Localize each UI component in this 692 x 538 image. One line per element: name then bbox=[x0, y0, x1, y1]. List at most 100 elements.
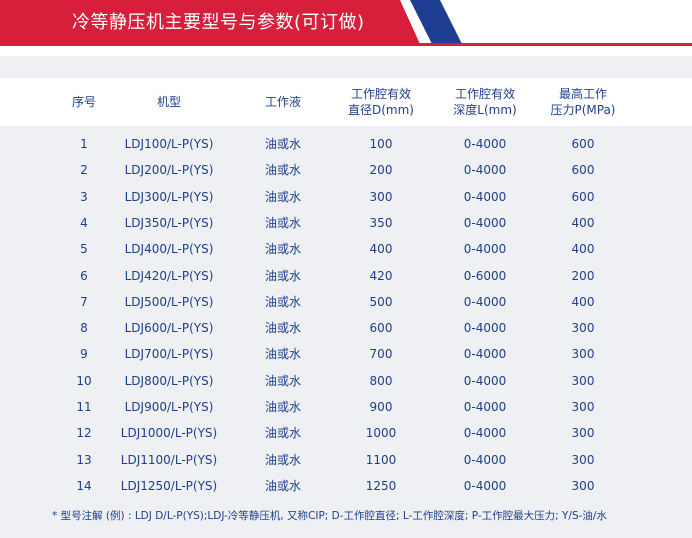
row-index: 2 bbox=[80, 163, 88, 178]
row-index: 3 bbox=[80, 189, 88, 204]
banner-blue-stripe bbox=[410, 0, 462, 44]
page-title: 冷等静压机主要型号与参数(可订做) bbox=[72, 12, 365, 33]
row-diameter: 350 bbox=[369, 215, 393, 230]
table-row: 9 LDJ700/L-P(YS) 油或水 700 0-4000 300 bbox=[0, 341, 692, 367]
table-row: 13 LDJ1100/L-P(YS) 油或水 1100 0-4000 300 bbox=[0, 447, 692, 473]
row-index: 10 bbox=[76, 373, 92, 388]
row-medium: 油或水 bbox=[264, 426, 301, 441]
row-pressure: 400 bbox=[571, 294, 595, 309]
row-medium: 油或水 bbox=[264, 215, 301, 230]
row-diameter: 200 bbox=[369, 163, 393, 178]
row-model: LDJ800/L-P(YS) bbox=[124, 373, 214, 388]
title-banner: 冷等静压机主要型号与参数(可订做) bbox=[0, 0, 692, 50]
row-model: LDJ1000/L-P(YS) bbox=[120, 426, 218, 441]
row-pressure: 400 bbox=[571, 215, 595, 230]
row-model: LDJ500/L-P(YS) bbox=[124, 294, 214, 309]
row-depth: 0-4000 bbox=[463, 242, 507, 257]
row-model: LDJ300/L-P(YS) bbox=[124, 189, 214, 204]
row-depth: 0-4000 bbox=[463, 426, 507, 441]
row-index: 1 bbox=[80, 137, 88, 151]
banner-underline bbox=[0, 43, 692, 46]
header-medium: 工作液 bbox=[264, 95, 301, 109]
row-depth: 0-4000 bbox=[463, 452, 507, 467]
row-medium: 油或水 bbox=[264, 478, 301, 493]
header-index: 序号 bbox=[71, 95, 96, 109]
table-body: 1 LDJ100/L-P(YS) 油或水 100 0-4000 600 2 LDJ200/L-… bbox=[0, 126, 692, 494]
row-pressure: 600 bbox=[571, 189, 595, 204]
table-row: 1 LDJ100/L-P(YS) 油或水 100 0-4000 600 bbox=[0, 131, 692, 157]
header-diameter: 工作腔有效 直径D(mm) bbox=[348, 87, 414, 117]
row-depth: 0-4000 bbox=[463, 347, 507, 362]
table-row: 14 LDJ1250/L-P(YS) 油或水 1250 0-4000 300 bbox=[0, 473, 692, 499]
row-depth: 0-6000 bbox=[463, 268, 507, 283]
row-depth: 0-4000 bbox=[463, 400, 507, 414]
row-pressure: 600 bbox=[571, 163, 595, 178]
row-pressure: 200 bbox=[571, 268, 595, 283]
row-diameter: 100 bbox=[369, 137, 393, 151]
row-index: 13 bbox=[76, 452, 92, 467]
row-pressure: 300 bbox=[571, 321, 595, 336]
header-pressure: 最高工作 压力P(MPa) bbox=[550, 87, 616, 117]
row-diameter: 300 bbox=[369, 189, 393, 204]
row-diameter: 500 bbox=[369, 294, 393, 309]
row-model: LDJ700/L-P(YS) bbox=[124, 347, 214, 362]
header-model: 机型 bbox=[156, 95, 181, 109]
table-row: 5 LDJ400/L-P(YS) 油或水 400 0-4000 400 bbox=[0, 236, 692, 262]
row-diameter: 600 bbox=[369, 321, 393, 336]
footnote: * 型号注解 (例) : LDJ D/L-P(YS);LDJ-冷等静压机, 又称… bbox=[52, 510, 607, 522]
row-medium: 油或水 bbox=[264, 189, 301, 204]
row-model: LDJ350/L-P(YS) bbox=[124, 215, 214, 230]
table-row: 4 LDJ350/L-P(YS) 油或水 350 0-4000 400 bbox=[0, 210, 692, 236]
row-depth: 0-4000 bbox=[463, 137, 507, 151]
table-row: 6 LDJ420/L-P(YS) 油或水 420 0-6000 200 bbox=[0, 263, 692, 289]
row-pressure: 300 bbox=[571, 347, 595, 362]
row-medium: 油或水 bbox=[264, 452, 301, 467]
row-index: 4 bbox=[80, 215, 88, 230]
row-index: 7 bbox=[80, 294, 88, 309]
row-medium: 油或水 bbox=[264, 400, 301, 414]
row-medium: 油或水 bbox=[264, 163, 301, 178]
row-model: LDJ400/L-P(YS) bbox=[124, 242, 214, 257]
row-medium: 油或水 bbox=[264, 268, 301, 283]
row-model: LDJ200/L-P(YS) bbox=[124, 163, 214, 178]
footer-strip bbox=[0, 494, 692, 538]
row-index: 11 bbox=[76, 400, 92, 414]
row-model: LDJ100/L-P(YS) bbox=[124, 137, 214, 151]
row-index: 14 bbox=[76, 478, 92, 493]
table-row: 7 LDJ500/L-P(YS) 油或水 500 0-4000 400 bbox=[0, 289, 692, 315]
row-depth: 0-4000 bbox=[463, 189, 507, 204]
row-medium: 油或水 bbox=[264, 137, 301, 151]
row-index: 12 bbox=[76, 426, 92, 441]
row-pressure: 400 bbox=[571, 242, 595, 257]
row-depth: 0-4000 bbox=[463, 321, 507, 336]
row-diameter: 900 bbox=[369, 400, 393, 414]
row-model: LDJ600/L-P(YS) bbox=[124, 321, 214, 336]
row-pressure: 300 bbox=[571, 426, 595, 441]
row-model: LDJ420/L-P(YS) bbox=[124, 268, 214, 283]
row-medium: 油或水 bbox=[264, 347, 301, 362]
row-depth: 0-4000 bbox=[463, 163, 507, 178]
row-pressure: 300 bbox=[571, 400, 595, 414]
row-pressure: 600 bbox=[571, 137, 595, 151]
row-index: 5 bbox=[80, 242, 88, 257]
row-pressure: 300 bbox=[571, 373, 595, 388]
row-depth: 0-4000 bbox=[463, 478, 507, 493]
banner-red-shape bbox=[0, 0, 420, 44]
table-header: 序号 机型 工作液 工作腔有效 直径D(mm) 工作腔有效 深度L(mm) 最高… bbox=[0, 78, 692, 126]
table-row: 8 LDJ600/L-P(YS) 油或水 600 0-4000 300 bbox=[0, 315, 692, 341]
row-depth: 0-4000 bbox=[463, 294, 507, 309]
header-depth: 工作腔有效 深度L(mm) bbox=[453, 87, 517, 117]
row-index: 8 bbox=[80, 321, 88, 336]
spacer-strip bbox=[0, 56, 692, 78]
row-diameter: 1100 bbox=[365, 452, 397, 467]
row-depth: 0-4000 bbox=[463, 373, 507, 388]
row-index: 6 bbox=[80, 268, 88, 283]
row-medium: 油或水 bbox=[264, 294, 301, 309]
row-diameter: 800 bbox=[369, 373, 393, 388]
row-diameter: 420 bbox=[369, 268, 393, 283]
table-row: 10 LDJ800/L-P(YS) 油或水 800 0-4000 300 bbox=[0, 368, 692, 394]
row-diameter: 1250 bbox=[365, 478, 397, 493]
row-medium: 油或水 bbox=[264, 321, 301, 336]
row-medium: 油或水 bbox=[264, 242, 301, 257]
table-row: 3 LDJ300/L-P(YS) 油或水 300 0-4000 600 bbox=[0, 184, 692, 210]
